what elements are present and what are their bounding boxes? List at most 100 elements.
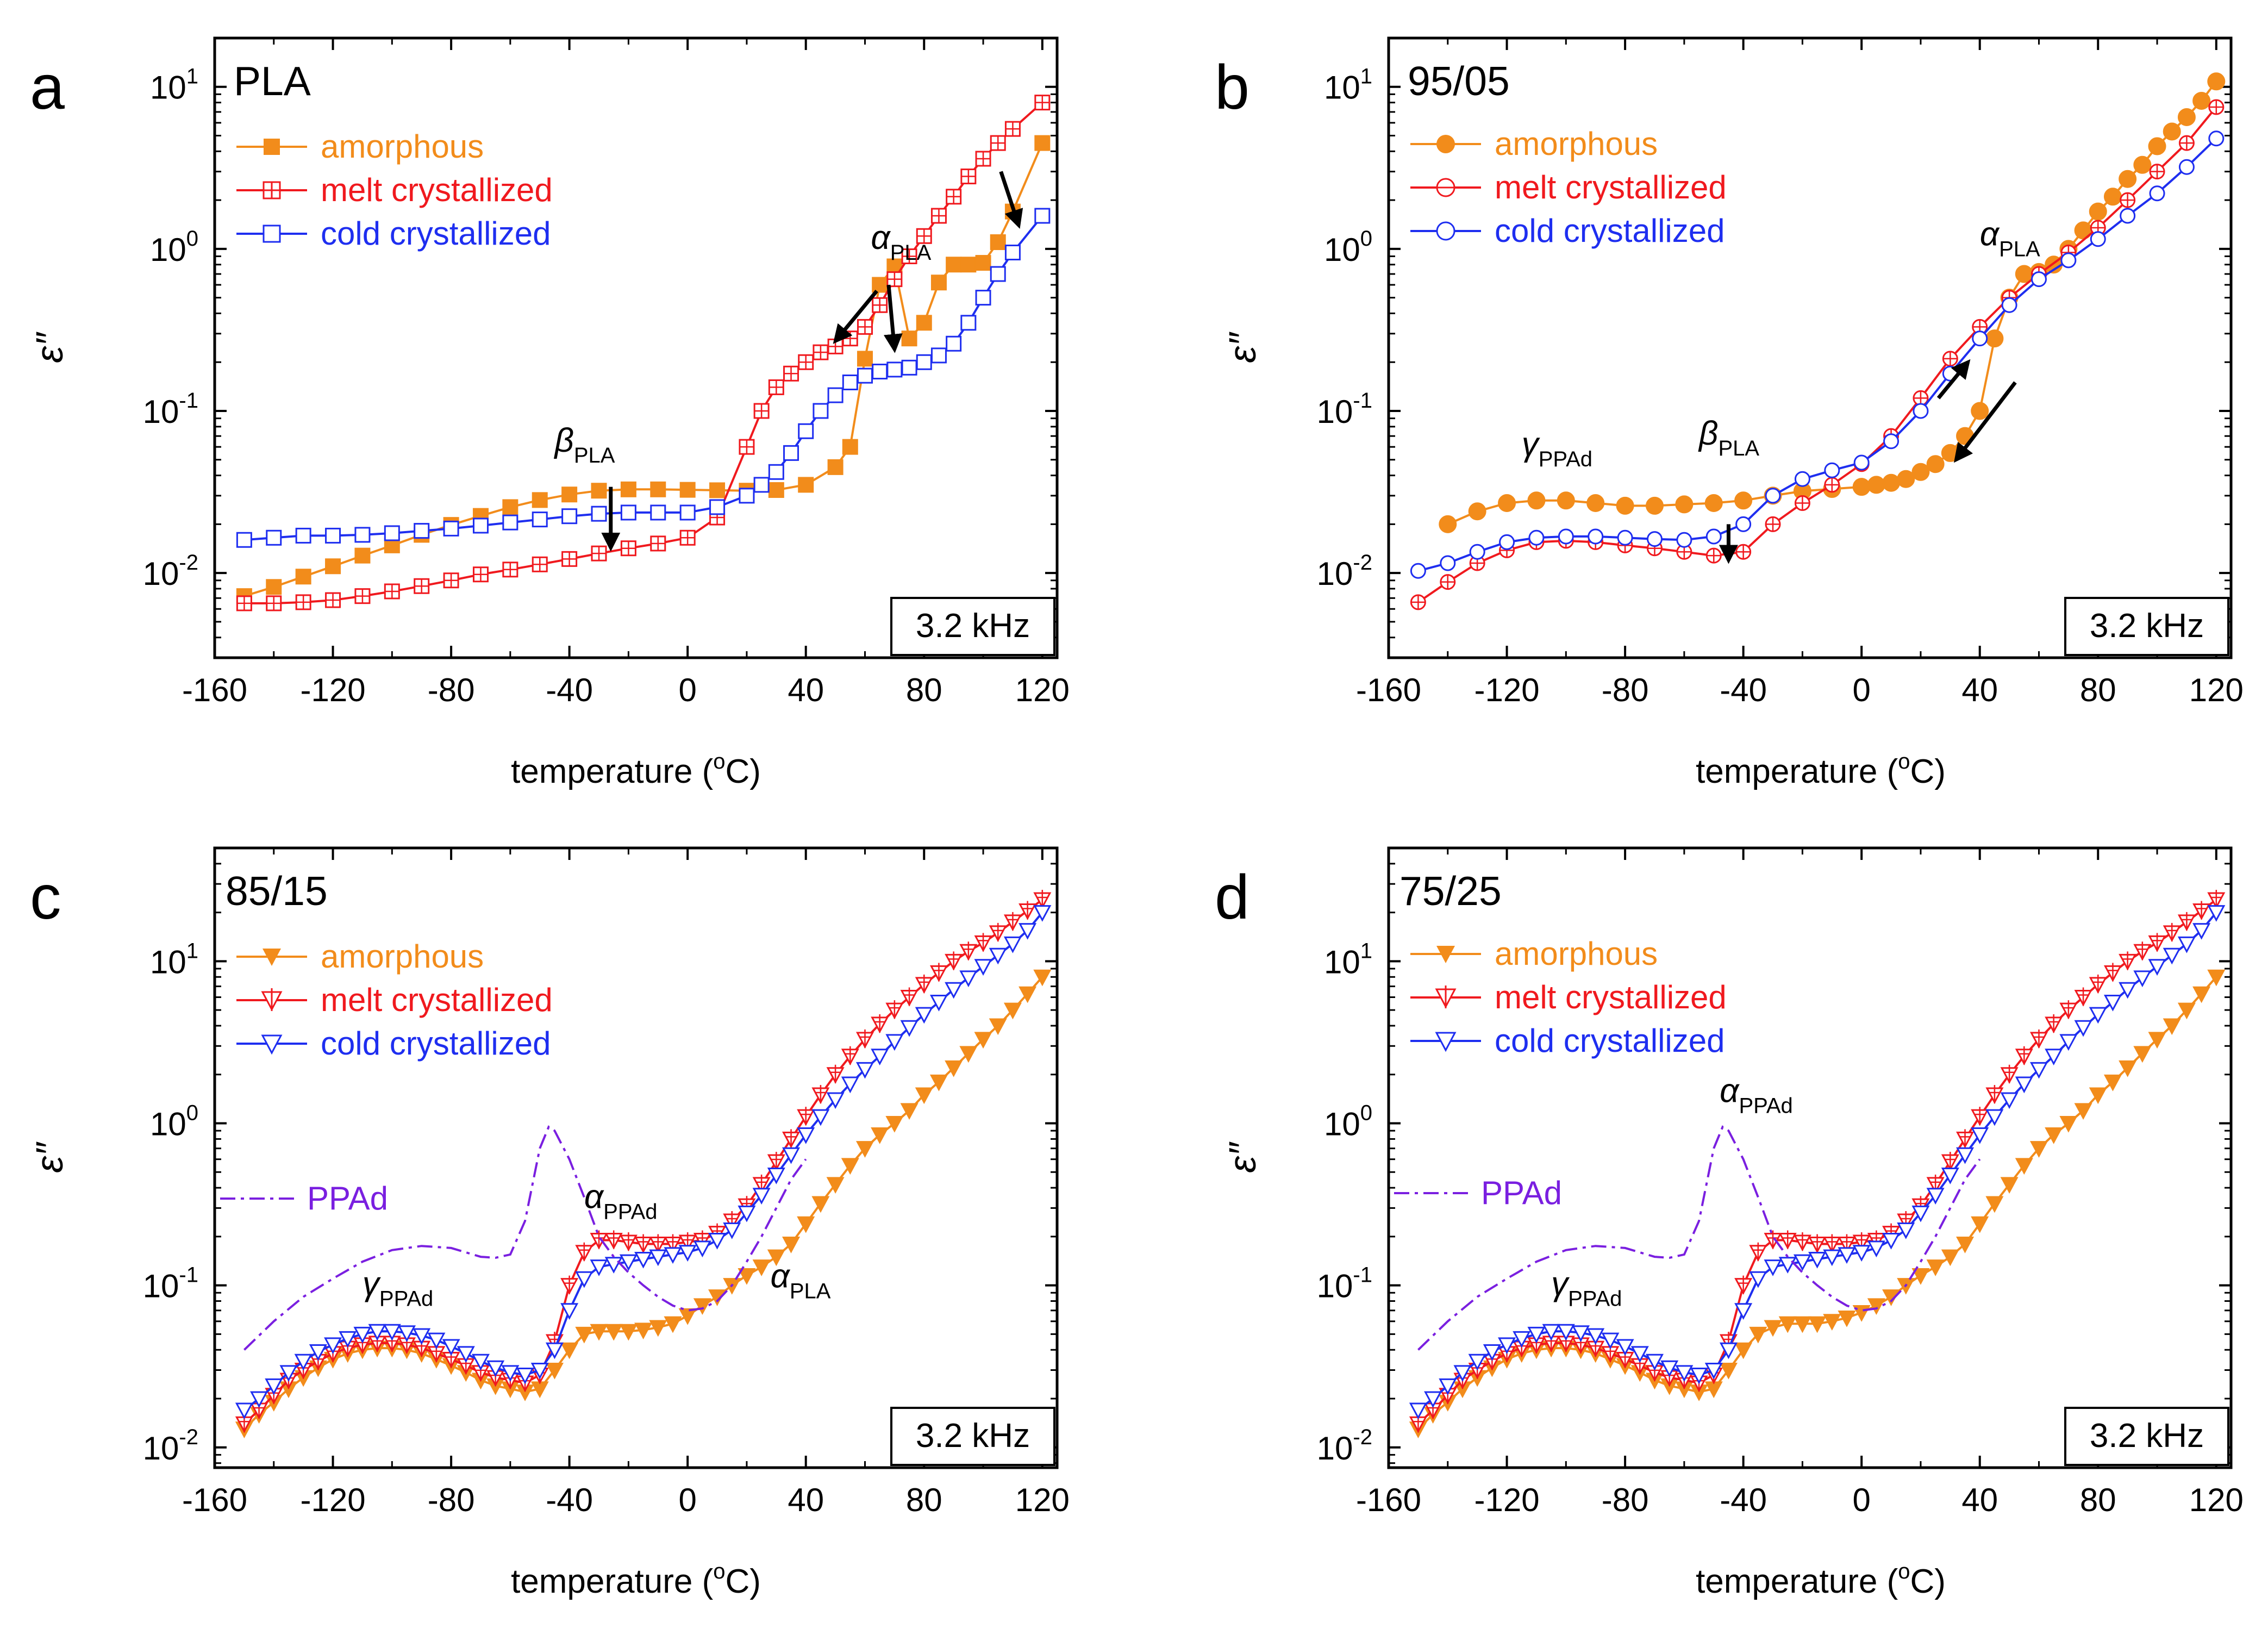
data-marker bbox=[2207, 72, 2226, 91]
data-marker bbox=[1034, 135, 1051, 151]
arrow bbox=[833, 290, 878, 344]
data-point bbox=[693, 1240, 711, 1258]
data-marker bbox=[397, 1325, 416, 1342]
series-layer bbox=[1410, 72, 2226, 610]
data-point bbox=[383, 1324, 401, 1341]
data-point bbox=[1734, 1342, 1753, 1359]
x-tick-label: -80 bbox=[428, 1482, 475, 1518]
data-point bbox=[1498, 1337, 1516, 1355]
data-marker bbox=[1034, 208, 1051, 224]
data-point bbox=[236, 595, 252, 612]
data-marker-cross bbox=[2181, 912, 2192, 931]
data-point bbox=[1956, 1147, 1975, 1164]
data-point bbox=[2089, 202, 2107, 221]
legend-label: melt crystallized bbox=[321, 172, 553, 208]
data-marker bbox=[1676, 532, 1692, 548]
data-marker-cross bbox=[976, 152, 991, 166]
data-marker bbox=[1645, 1353, 1664, 1371]
data-marker bbox=[989, 947, 1007, 965]
data-point bbox=[783, 365, 799, 382]
data-point bbox=[929, 1074, 948, 1091]
data-point bbox=[1971, 1107, 1989, 1126]
data-point bbox=[2103, 963, 2122, 982]
data-marker bbox=[1793, 1316, 1811, 1333]
data-point bbox=[915, 1007, 933, 1024]
legend-marker bbox=[1436, 946, 1455, 963]
data-marker bbox=[782, 1147, 801, 1164]
data-point bbox=[1498, 494, 1516, 513]
data-marker-cross bbox=[1974, 1107, 1985, 1126]
y-tick-base: 10 bbox=[1324, 70, 1360, 106]
data-point bbox=[649, 1320, 667, 1337]
y-axis-label: ε″ bbox=[28, 332, 71, 363]
data-point bbox=[1483, 1344, 1501, 1361]
data-point bbox=[1630, 1346, 1649, 1363]
data-point bbox=[2163, 1018, 2181, 1036]
data-point bbox=[1749, 1242, 1767, 1262]
data-marker bbox=[530, 1363, 549, 1380]
data-marker bbox=[872, 364, 888, 380]
data-point bbox=[855, 1062, 874, 1079]
data-point bbox=[325, 558, 341, 575]
legend-label: cold crystallized bbox=[1495, 213, 1725, 249]
data-point bbox=[1528, 529, 1545, 546]
legend-item-cold: cold crystallized bbox=[1410, 213, 1725, 249]
series-cold-crystallized bbox=[236, 208, 1051, 548]
data-point bbox=[1004, 245, 1021, 261]
data-point bbox=[604, 1324, 623, 1341]
data-marker bbox=[1527, 491, 1546, 510]
data-point bbox=[265, 1378, 283, 1395]
data-marker bbox=[1926, 455, 1945, 473]
data-point bbox=[501, 1365, 520, 1382]
data-marker bbox=[1498, 1337, 1516, 1355]
data-marker bbox=[1734, 491, 1753, 510]
x-tick-label: 40 bbox=[1961, 672, 1998, 708]
data-marker-cross bbox=[1707, 548, 1721, 563]
data-marker bbox=[2208, 130, 2225, 147]
data-point bbox=[1972, 330, 1988, 347]
data-marker bbox=[532, 492, 548, 508]
x-axis-unit-tail: C) bbox=[725, 1563, 760, 1600]
data-point bbox=[471, 1353, 490, 1371]
data-point bbox=[1852, 478, 1871, 496]
panel-title: PLA bbox=[234, 58, 311, 104]
freq-box-frame bbox=[890, 597, 1055, 656]
data-point bbox=[532, 556, 548, 572]
data-point bbox=[1409, 1402, 1427, 1420]
data-point bbox=[1838, 1234, 1856, 1253]
data-point bbox=[561, 551, 578, 567]
ppad-legend-label: PPAd bbox=[307, 1180, 388, 1217]
legend-item-cold: cold crystallized bbox=[1410, 1022, 1725, 1059]
data-point bbox=[1808, 1316, 1827, 1333]
data-marker bbox=[1852, 478, 1871, 496]
data-point bbox=[2133, 155, 2152, 174]
x-axis-ticks: -160 -120 -80 -40 0 40 80 120 bbox=[182, 848, 1070, 1518]
data-point bbox=[2029, 1141, 2048, 1158]
data-marker bbox=[2177, 1002, 2196, 1020]
data-marker bbox=[885, 1116, 904, 1133]
x-tick-label: 120 bbox=[2189, 1482, 2244, 1518]
data-point bbox=[1558, 528, 1574, 545]
ppad-legend: PPAd bbox=[220, 1180, 388, 1217]
data-marker bbox=[590, 1259, 608, 1276]
annotation-symbol: α bbox=[871, 219, 891, 257]
data-marker bbox=[1808, 1316, 1827, 1333]
data-point bbox=[841, 1158, 859, 1175]
data-point bbox=[442, 1339, 460, 1356]
legend: amorphous melt crystallized cold crystal… bbox=[236, 128, 553, 252]
data-marker bbox=[1985, 329, 2004, 348]
data-point bbox=[974, 1032, 992, 1049]
data-point bbox=[1972, 319, 1988, 335]
series-line bbox=[1417, 138, 2217, 572]
data-point bbox=[827, 338, 844, 354]
data-marker bbox=[2192, 986, 2211, 1003]
data-marker bbox=[2119, 982, 2137, 999]
data-marker bbox=[752, 1188, 771, 1205]
data-point bbox=[443, 520, 459, 537]
data-point bbox=[768, 482, 784, 498]
legend-label: amorphous bbox=[1495, 126, 1658, 162]
data-point bbox=[650, 535, 666, 552]
legend-item-melt: melt crystallized bbox=[236, 172, 553, 208]
x-tick-label: -40 bbox=[1720, 672, 1767, 708]
